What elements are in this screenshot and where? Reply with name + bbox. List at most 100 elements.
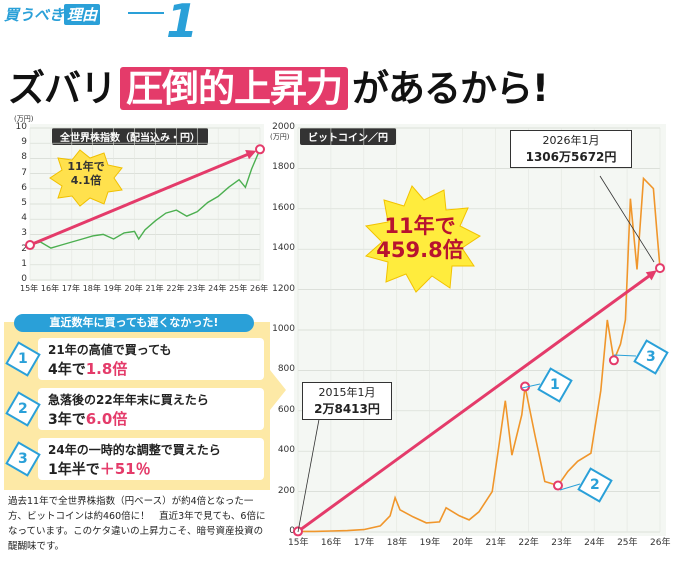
- y-tick-label: 600: [277, 404, 295, 415]
- x-tick-label: 18年: [82, 284, 101, 293]
- y-tick-label: 1400: [272, 243, 295, 254]
- end-label-value: 1306万5672円: [525, 150, 617, 164]
- title-pre: ズバリ: [8, 67, 117, 110]
- x-tick-label: 25年: [617, 538, 638, 548]
- left-series-line: [29, 149, 261, 249]
- left-chart-label: 全世界株指数（配当込み・円）: [52, 128, 208, 145]
- start-label: 2015年1月 2万8413円: [302, 382, 392, 420]
- x-tick-label: 20年: [452, 538, 473, 548]
- footnote: 過去11年で全世界株指数（円ベース）が約4倍となった一方、ビットコインは約460…: [8, 496, 266, 552]
- marker-point-2: [552, 480, 563, 491]
- right-burst-line1: 11年で: [384, 214, 456, 238]
- marker-leader-1: [521, 383, 541, 389]
- left-arrowhead: [245, 150, 257, 160]
- x-tick-label: 21年: [485, 538, 506, 548]
- left-end-point: [255, 144, 265, 155]
- end-label-leader: [599, 175, 655, 263]
- marker-leader-3: [613, 354, 637, 357]
- x-tick-label: 19年: [103, 284, 122, 293]
- right-burst: [364, 185, 481, 293]
- y-tick-label: 6: [21, 182, 27, 193]
- reason-3-line1: 24年の一時的な調整で買えたら: [48, 443, 221, 457]
- reason-3-line2: 1年半で＋51％: [48, 460, 151, 478]
- x-tick-label: 26年: [650, 538, 671, 548]
- left-callout-line1: 11年で: [67, 160, 105, 173]
- x-tick-label: 25年: [229, 284, 248, 293]
- right-arrowhead: [645, 270, 657, 281]
- x-tick-label: 17年: [61, 284, 80, 293]
- y-tick-label: 8: [21, 152, 27, 163]
- reason-1-line2: 4年で1.8倍: [48, 360, 128, 378]
- reason-arrow-line: [128, 12, 164, 14]
- page-title: ズバリ 圧倒的上昇力 があるから!: [8, 58, 549, 112]
- x-tick-label: 19年: [419, 538, 441, 548]
- reason-2-line2: 3年で6.0倍: [48, 410, 128, 428]
- y-tick-label: 1600: [272, 202, 295, 213]
- right-chart-label: ビットコイン／円: [300, 128, 396, 145]
- x-tick-label: 16年: [320, 538, 342, 548]
- start-label-date: 2015年1月: [318, 386, 376, 399]
- x-tick-label: 22年: [518, 538, 539, 548]
- reason-card-2: [38, 388, 264, 430]
- start-label-leader: [297, 413, 321, 533]
- x-tick-label: 15年: [288, 538, 309, 548]
- y-tick-label: 1000: [272, 324, 295, 334]
- y-tick-label: 1800: [272, 162, 295, 173]
- left-start-point: [25, 240, 35, 251]
- y-tick-label: 0: [289, 526, 295, 536]
- reason-number: 1: [166, 0, 199, 48]
- x-tick-label: 23年: [551, 538, 572, 548]
- title-highlight: 圧倒的上昇力: [120, 67, 348, 110]
- reason-tag-prefix: 買うべき: [4, 6, 65, 24]
- y-tick-label: 0: [21, 274, 27, 284]
- x-tick-label: 20年: [124, 284, 143, 293]
- y-tick-label: 400: [277, 445, 295, 456]
- end-label-date: 2026年1月: [542, 134, 600, 147]
- start-label-value: 2万8413円: [314, 402, 380, 416]
- reason-1-line1: 21年の高値で買っても: [48, 343, 172, 357]
- y-tick-label: 4: [21, 213, 27, 224]
- x-tick-label: 17年: [353, 538, 375, 548]
- left-callout-burst: [49, 149, 123, 207]
- x-tick-label: 24年: [208, 284, 227, 293]
- reason-2-line1: 急落後の22年年末に買えたら: [48, 393, 209, 407]
- left-chart-panel: [30, 124, 264, 281]
- x-tick-label: 24年: [584, 538, 605, 548]
- x-tick-label: 15年: [20, 284, 39, 293]
- left-callout-line2: 4.1倍: [70, 174, 102, 187]
- left-chart-unit: (万円): [14, 115, 34, 123]
- reason-card-3: [38, 438, 264, 480]
- reason-card-1: [38, 338, 264, 380]
- x-tick-label: 18年: [386, 538, 408, 548]
- y-tick-label: 1200: [272, 283, 295, 294]
- right-burst-line2: 459.8倍: [376, 238, 464, 262]
- right-series-line: [298, 176, 661, 533]
- end-label: 2026年1月 1306万5672円: [510, 130, 632, 168]
- y-tick-label: 800: [277, 364, 295, 375]
- right-trend-arrow: [297, 273, 652, 533]
- marker-point-3: [608, 355, 619, 366]
- reasons-header: 直近数年に買っても遅くなかった!: [14, 314, 254, 332]
- y-tick-label: 1: [21, 258, 27, 269]
- y-tick-label: 5: [21, 198, 27, 208]
- x-tick-label: 21年: [145, 284, 164, 293]
- reasons-pointer: [270, 370, 286, 410]
- left-trend-arrow: [29, 152, 250, 247]
- x-tick-label: 16年: [40, 284, 60, 293]
- x-tick-label: 23年: [187, 284, 206, 293]
- y-tick-label: 10: [15, 122, 27, 132]
- reason-tag-box: 理由: [64, 4, 101, 25]
- marker-leader-2: [559, 483, 581, 491]
- x-tick-label: 26年: [250, 284, 269, 293]
- x-tick-label: 22年: [166, 284, 185, 293]
- y-tick-label: 2: [21, 243, 27, 254]
- right-end-point: [655, 263, 665, 274]
- right-chart-unit: (万円): [270, 133, 290, 141]
- y-tick-label: 200: [277, 485, 295, 496]
- left-callout: 11年で 4.1倍: [56, 160, 116, 188]
- y-tick-label: 7: [21, 167, 27, 178]
- right-burst-text: 11年で 459.8倍: [372, 214, 468, 262]
- title-post: があるから!: [352, 67, 549, 110]
- y-tick-label: 9: [21, 137, 27, 148]
